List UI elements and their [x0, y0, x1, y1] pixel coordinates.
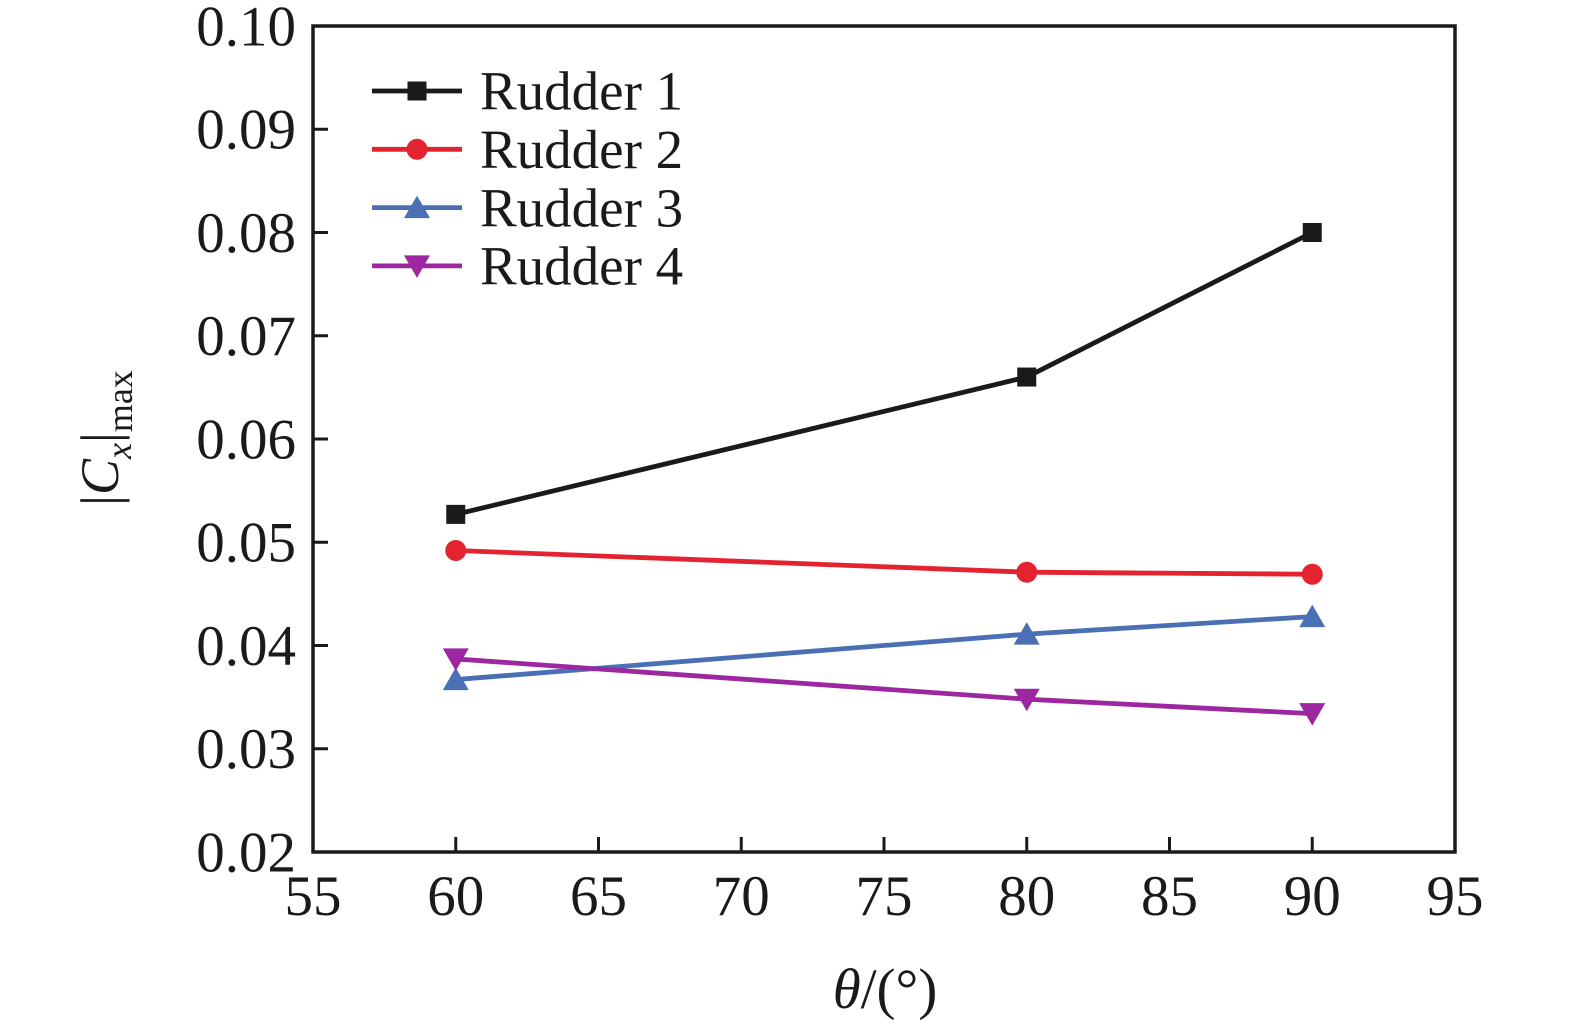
series-rudder-1: [446, 223, 1322, 524]
y-tick-label: 0.02: [196, 821, 296, 884]
marker-square: [407, 81, 427, 101]
legend-item: Rudder 2: [372, 119, 683, 180]
y-tick-label: 0.03: [196, 718, 296, 781]
x-tick-label: 85: [1141, 865, 1198, 928]
marker-triangle-up: [442, 667, 469, 691]
series-rudder-4: [442, 648, 1326, 726]
marker-triangle-down: [1299, 703, 1326, 726]
marker-square: [1017, 367, 1037, 387]
y-tick-label: 0.08: [196, 202, 296, 265]
marker-circle: [445, 540, 467, 562]
marker-triangle-up: [1013, 622, 1040, 645]
y-axis-label: |Cx|max: [70, 370, 140, 506]
x-tick-label: 80: [998, 865, 1055, 928]
legend-label: Rudder 3: [480, 177, 683, 238]
x-tick-label: 60: [427, 865, 484, 928]
x-tick-label: 65: [570, 865, 627, 928]
marker-triangle-down: [442, 648, 469, 671]
marker-triangle-up: [404, 195, 430, 219]
x-tick-label: 90: [1284, 865, 1341, 928]
legend-label: Rudder 2: [480, 119, 683, 180]
x-tick-label: 70: [713, 865, 770, 928]
legend-label: Rudder 4: [480, 236, 683, 297]
x-axis-label: θ/(°): [833, 958, 938, 1021]
legend-item: Rudder 3: [372, 177, 683, 238]
marker-triangle-up: [1299, 604, 1326, 628]
series-rudder-2: [445, 540, 1323, 585]
y-tick-label: 0.06: [196, 408, 296, 471]
marker-square: [446, 504, 466, 524]
y-tick-label: 0.04: [196, 615, 296, 678]
y-tick-label: 0.07: [196, 305, 296, 368]
legend-item: Rudder 4: [372, 236, 683, 297]
x-tick-label: 55: [285, 865, 342, 928]
x-tick-label: 95: [1427, 865, 1484, 928]
legend-item: Rudder 1: [372, 61, 683, 122]
marker-circle: [1016, 561, 1038, 583]
marker-triangle-down: [404, 255, 430, 278]
x-tick-label: 75: [856, 865, 913, 928]
marker-circle: [406, 138, 428, 160]
plot-frame: [311, 24, 1457, 854]
marker-triangle-down: [1013, 688, 1040, 712]
y-tick-label: 0.09: [196, 99, 296, 162]
y-tick-label: 0.05: [196, 512, 296, 575]
legend-label: Rudder 1: [480, 61, 683, 122]
y-tick-label: 0.10: [196, 0, 296, 58]
series-rudder-3: [442, 604, 1326, 691]
marker-circle: [1301, 563, 1323, 585]
marker-square: [1302, 223, 1322, 242]
